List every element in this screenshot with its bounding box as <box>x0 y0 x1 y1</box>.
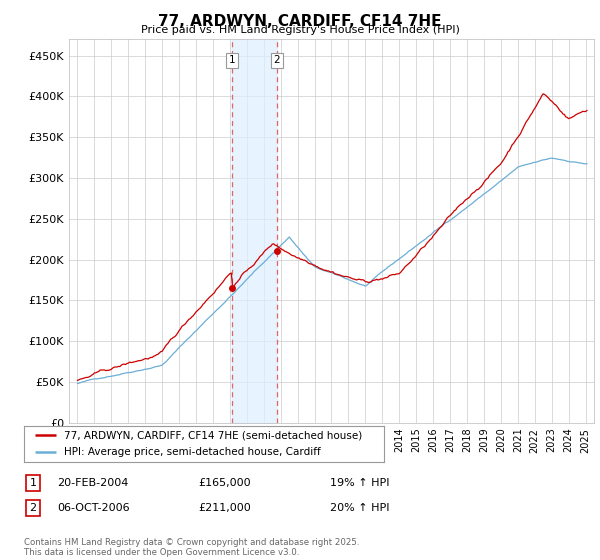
HPI: Average price, semi-detached house, Cardiff: (2.02e+03, 2.52e+05): Average price, semi-detached house, Card… <box>451 214 458 221</box>
Text: 2: 2 <box>29 503 37 513</box>
Text: £211,000: £211,000 <box>198 503 251 513</box>
77, ARDWYN, CARDIFF, CF14 7HE (semi-detached house) <box>454 204 461 211</box>
77, ARDWYN, CARDIFF, CF14 7HE (semi-detached house) <box>583 107 590 114</box>
Text: Price paid vs. HM Land Registry's House Price Index (HPI): Price paid vs. HM Land Registry's House … <box>140 25 460 35</box>
Text: HPI: Average price, semi-detached house, Cardiff: HPI: Average price, semi-detached house,… <box>64 447 320 457</box>
Text: 2: 2 <box>274 55 280 66</box>
Line: 77, ARDWYN, CARDIFF, CF14 7HE (semi-detached house): 77, ARDWYN, CARDIFF, CF14 7HE (semi-deta… <box>77 94 587 380</box>
77, ARDWYN, CARDIFF, CF14 7HE (semi-detached house) <box>539 91 547 97</box>
Text: 19% ↑ HPI: 19% ↑ HPI <box>330 478 389 488</box>
Text: 77, ARDWYN, CARDIFF, CF14 7HE: 77, ARDWYN, CARDIFF, CF14 7HE <box>158 14 442 29</box>
HPI: Average price, semi-detached house, Cardiff: (2.03e+03, 3.17e+05): Average price, semi-detached house, Card… <box>583 160 590 167</box>
HPI: Average price, semi-detached house, Cardiff: (2.02e+03, 3.14e+05): Average price, semi-detached house, Card… <box>515 164 523 170</box>
Text: Contains HM Land Registry data © Crown copyright and database right 2025.
This d: Contains HM Land Registry data © Crown c… <box>24 538 359 557</box>
77, ARDWYN, CARDIFF, CF14 7HE (semi-detached house) <box>515 132 523 139</box>
HPI: Average price, semi-detached house, Cardiff: (2.01e+03, 1.79e+05): Average price, semi-detached house, Card… <box>338 273 345 280</box>
77, ARDWYN, CARDIFF, CF14 7HE (semi-detached house) <box>250 262 257 268</box>
77, ARDWYN, CARDIFF, CF14 7HE (semi-detached house) <box>74 377 81 384</box>
77, ARDWYN, CARDIFF, CF14 7HE (semi-detached house) <box>451 207 458 214</box>
Text: 20-FEB-2004: 20-FEB-2004 <box>57 478 128 488</box>
Text: 1: 1 <box>229 55 235 66</box>
HPI: Average price, semi-detached house, Cardiff: (2.02e+03, 2.54e+05): Average price, semi-detached house, Card… <box>454 212 461 218</box>
HPI: Average price, semi-detached house, Cardiff: (2.01e+03, 1.85e+05): Average price, semi-detached house, Card… <box>250 268 257 275</box>
77, ARDWYN, CARDIFF, CF14 7HE (semi-detached house) <box>338 272 345 279</box>
HPI: Average price, semi-detached house, Cardiff: (2.02e+03, 3.24e+05): Average price, semi-detached house, Card… <box>548 155 555 161</box>
Text: £165,000: £165,000 <box>198 478 251 488</box>
HPI: Average price, semi-detached house, Cardiff: (2e+03, 4.81e+04): Average price, semi-detached house, Card… <box>74 380 81 387</box>
Text: 20% ↑ HPI: 20% ↑ HPI <box>330 503 389 513</box>
Text: 06-OCT-2006: 06-OCT-2006 <box>57 503 130 513</box>
HPI: Average price, semi-detached house, Cardiff: (2.02e+03, 2.44e+05): Average price, semi-detached house, Card… <box>441 221 448 227</box>
77, ARDWYN, CARDIFF, CF14 7HE (semi-detached house) <box>441 219 448 226</box>
Text: 1: 1 <box>29 478 37 488</box>
Text: 77, ARDWYN, CARDIFF, CF14 7HE (semi-detached house): 77, ARDWYN, CARDIFF, CF14 7HE (semi-deta… <box>64 431 362 440</box>
Line: HPI: Average price, semi-detached house, Cardiff: HPI: Average price, semi-detached house,… <box>77 158 587 384</box>
